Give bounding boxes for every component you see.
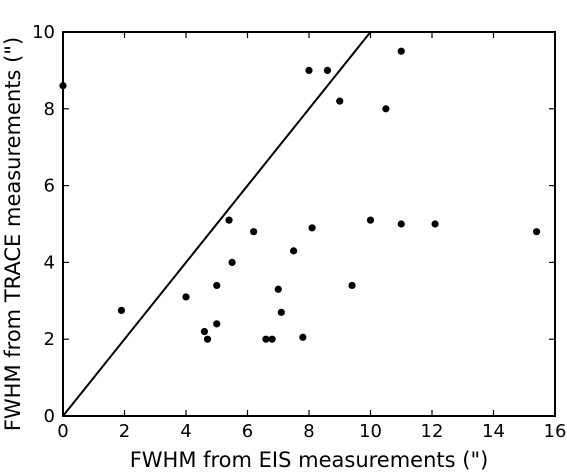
- reference-line: [62, 31, 372, 417]
- x-tick-label: 6: [242, 421, 253, 442]
- plot-layer: [59, 31, 541, 417]
- data-point: [348, 281, 356, 290]
- x-tick-label: 12: [421, 421, 444, 442]
- y-tick-label: 2: [44, 329, 55, 350]
- data-point: [397, 47, 405, 55]
- data-point: [213, 320, 221, 328]
- data-point: [203, 335, 212, 343]
- y-tick-label: 0: [44, 406, 55, 427]
- y-axis-label: FWHM from TRACE measurements ("): [1, 37, 25, 431]
- x-tick-label: 14: [482, 421, 505, 442]
- data-point: [182, 293, 190, 301]
- ticks-layer: 0 2 4 6 8 10 12 14 16 0 2 4 6 8 10: [32, 22, 566, 442]
- y-tick-label: 8: [44, 99, 55, 120]
- data-point: [299, 333, 307, 341]
- x-tick-label: 10: [359, 421, 382, 442]
- x-tick-label: 8: [303, 421, 314, 442]
- data-point: [532, 228, 541, 236]
- data-point: [213, 281, 221, 290]
- x-tick-label: 2: [119, 421, 130, 442]
- data-point: [382, 105, 390, 113]
- x-tick-label: 0: [57, 421, 68, 442]
- y-tick-label: 6: [44, 176, 55, 197]
- data-point: [431, 220, 439, 228]
- data-point: [262, 335, 270, 343]
- data-point: [277, 308, 285, 316]
- data-point: [225, 216, 233, 224]
- data-point: [308, 224, 316, 232]
- data-point: [250, 228, 258, 236]
- data-point: [397, 220, 405, 228]
- data-point: [305, 66, 313, 74]
- plot-frame: [62, 31, 556, 417]
- data-point: [366, 216, 375, 224]
- y-tick-label: 10: [32, 22, 55, 43]
- data-point: [117, 306, 126, 314]
- x-tick-label: 4: [180, 421, 191, 442]
- x-axis-label: FWHM from EIS measurements ("): [130, 448, 489, 472]
- data-point: [323, 66, 332, 74]
- data-point: [290, 247, 298, 255]
- x-tick-label: 16: [544, 421, 567, 442]
- data-point: [336, 97, 344, 105]
- data-point: [228, 258, 236, 266]
- data-point: [274, 285, 282, 293]
- y-tick-label: 4: [44, 252, 55, 273]
- data-point: [200, 327, 209, 336]
- data-point: [268, 335, 276, 343]
